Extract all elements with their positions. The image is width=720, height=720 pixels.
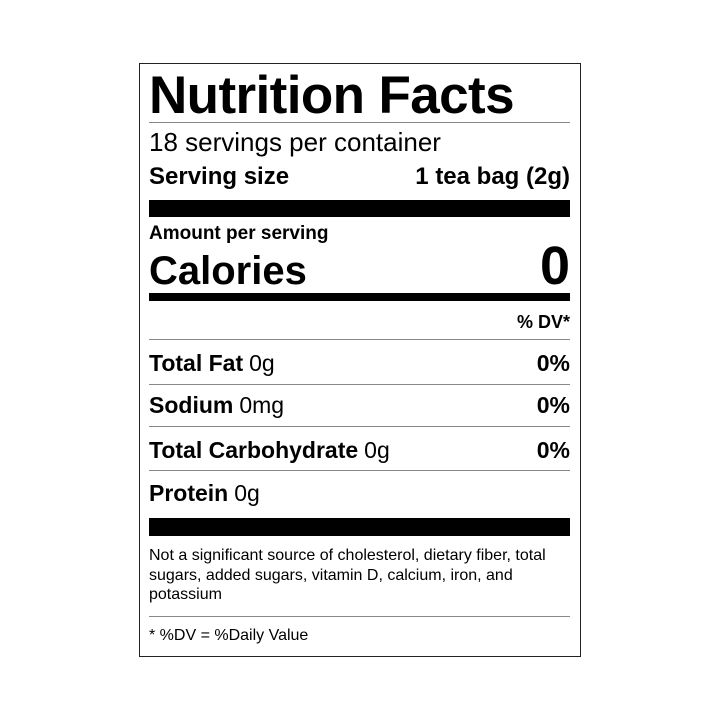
- amount-per-serving: Amount per serving: [149, 223, 329, 244]
- nutrient-name: Protein: [149, 480, 229, 506]
- nutrient-name: Sodium: [149, 392, 234, 418]
- thick-divider: [149, 518, 570, 536]
- medium-divider: [149, 293, 570, 301]
- nutrient-dv: 0%: [536, 437, 570, 463]
- footnote-not-significant: Not a significant source of cholesterol,…: [149, 547, 546, 603]
- nutrient-amount: 0g: [234, 480, 260, 506]
- divider: [149, 122, 570, 123]
- calories-label: Calories: [149, 249, 307, 293]
- nutrient-amount: 0g: [249, 350, 275, 376]
- nutrient-row-sodium: Sodium 0mg 0%: [149, 391, 570, 419]
- label-title: Nutrition Facts: [149, 66, 515, 125]
- divider: [149, 426, 570, 427]
- divider: [149, 384, 570, 385]
- dv-header: % DV*: [516, 312, 570, 332]
- nutrient-row-total-carbohydrate: Total Carbohydrate 0g 0%: [149, 436, 570, 464]
- serving-size-row: Serving size 1 tea bag (2g): [149, 162, 570, 192]
- serving-size-value: 1 tea bag (2g): [415, 163, 570, 190]
- calories-row: Calories 0: [149, 239, 570, 298]
- nutrient-dv: 0%: [536, 392, 570, 418]
- nutrient-dv: 0%: [536, 350, 570, 376]
- dv-definition: * %DV = %Daily Value: [149, 627, 309, 644]
- nutrient-row-total-fat: Total Fat 0g 0%: [149, 349, 570, 377]
- nutrient-amount: 0g: [364, 437, 390, 463]
- servings-per-container: 18 servings per container: [149, 127, 441, 157]
- serving-size-label: Serving size: [149, 163, 290, 190]
- divider: [149, 339, 570, 340]
- thick-divider: [149, 200, 570, 217]
- calories-value: 0: [539, 236, 570, 296]
- divider: [149, 470, 570, 471]
- nutrient-amount: 0mg: [239, 392, 285, 418]
- nutrition-facts-label: Nutrition Facts 18 servings per containe…: [139, 63, 581, 657]
- nutrient-name: Total Carbohydrate: [149, 437, 359, 463]
- nutrient-row-protein: Protein 0g: [149, 479, 570, 507]
- nutrient-name: Total Fat: [149, 350, 244, 376]
- divider: [149, 616, 570, 617]
